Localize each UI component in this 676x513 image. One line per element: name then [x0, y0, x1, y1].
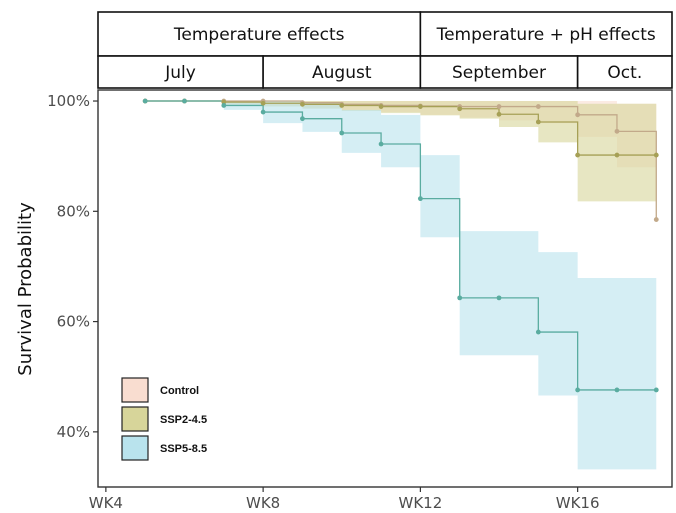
point-ssp5-8-5: [221, 103, 226, 108]
legend-label-ssp2-4-5: SSP2-4.5: [160, 414, 207, 426]
point-control: [654, 217, 659, 222]
x-tick-label: WK16: [556, 494, 600, 512]
phase-label: Temperature + pH effects: [436, 25, 656, 45]
point-ssp5-8-5: [300, 116, 305, 121]
x-tick-label: WK4: [89, 494, 123, 512]
point-ssp5-8-5: [379, 142, 384, 147]
y-tick-label: 100%: [47, 92, 90, 110]
point-ssp5-8-5: [182, 99, 187, 104]
point-ssp2-4-5: [536, 120, 541, 125]
legend-key-ssp5-8-5: [122, 436, 148, 460]
y-tick-label: 60%: [57, 313, 90, 331]
point-ssp2-4-5: [654, 153, 659, 158]
legend-key-ssp2-4-5: [122, 407, 148, 431]
point-ssp2-4-5: [379, 104, 384, 109]
point-ssp2-4-5: [339, 103, 344, 108]
phase-label: Temperature effects: [173, 25, 345, 45]
x-tick-label: WK8: [246, 494, 280, 512]
month-label: September: [452, 63, 546, 83]
chart-header: Temperature effects Temperature + pH effe…: [98, 12, 672, 88]
point-ssp2-4-5: [418, 104, 423, 109]
point-ssp5-8-5: [339, 131, 344, 136]
legend: Control SSP2-4.5 SSP5-8.5: [122, 378, 207, 460]
x-tick-label: WK12: [399, 494, 443, 512]
point-ssp2-4-5: [261, 101, 266, 106]
y-axis-title: Survival Probability: [15, 202, 36, 376]
month-label: Oct.: [607, 63, 642, 83]
month-label: August: [312, 63, 372, 83]
point-ssp5-8-5: [418, 196, 423, 201]
point-control: [536, 104, 541, 109]
point-control: [615, 129, 620, 134]
point-ssp5-8-5: [143, 99, 148, 104]
y-tick-label: 80%: [57, 202, 90, 220]
legend-label-ssp5-8-5: SSP5-8.5: [160, 443, 207, 455]
y-tick-label: 40%: [57, 423, 90, 441]
point-control: [575, 112, 580, 117]
point-ssp5-8-5: [457, 295, 462, 300]
month-label: July: [164, 63, 196, 83]
legend-label-control: Control: [160, 385, 199, 397]
point-ssp2-4-5: [300, 102, 305, 107]
point-ssp5-8-5: [615, 388, 620, 393]
point-ssp5-8-5: [261, 110, 266, 115]
point-ssp5-8-5: [536, 330, 541, 335]
point-ssp5-8-5: [497, 295, 502, 300]
point-control: [497, 104, 502, 109]
legend-key-control: [122, 378, 148, 402]
point-ssp5-8-5: [575, 388, 580, 393]
point-ssp2-4-5: [575, 153, 580, 158]
point-ssp5-8-5: [654, 388, 659, 393]
point-ssp2-4-5: [615, 153, 620, 158]
point-ssp2-4-5: [457, 106, 462, 111]
point-ssp2-4-5: [497, 112, 502, 117]
